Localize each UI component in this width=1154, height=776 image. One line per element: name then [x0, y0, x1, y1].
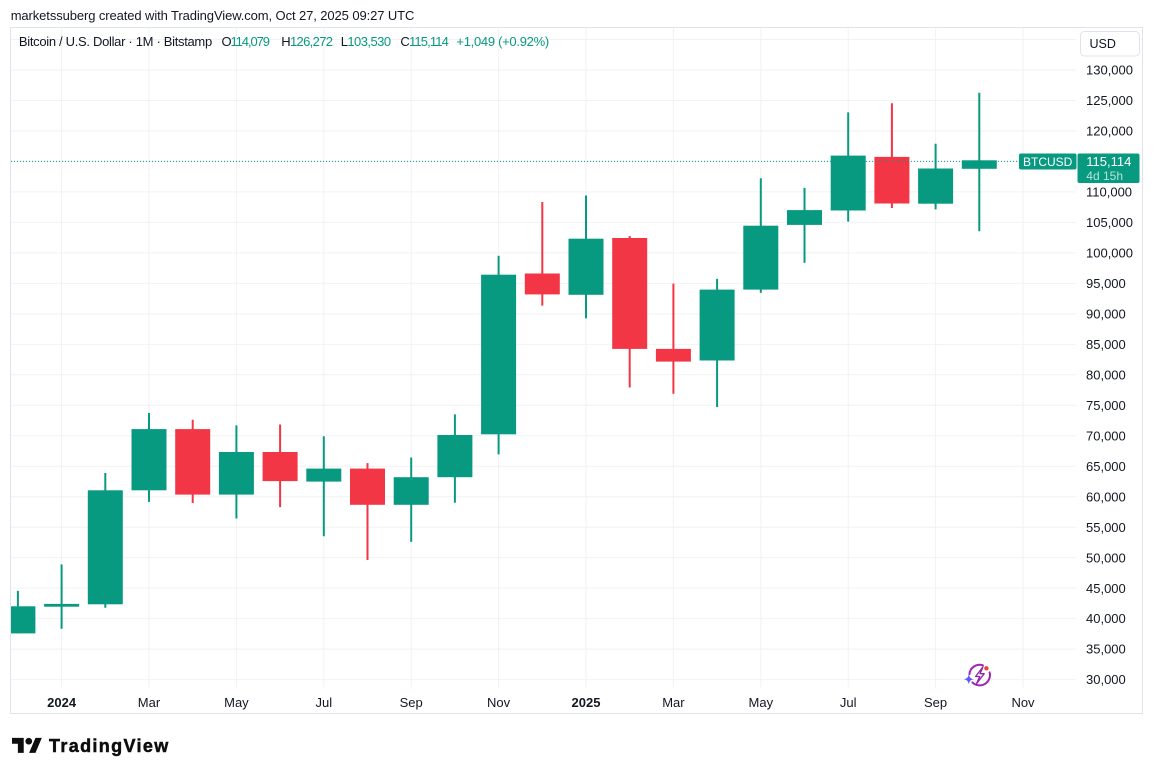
svg-text:Nov: Nov [1011, 695, 1035, 710]
svg-text:2025: 2025 [572, 695, 601, 710]
svg-text:85,000: 85,000 [1086, 337, 1126, 352]
svg-text:60,000: 60,000 [1086, 489, 1126, 504]
svg-text:120,000: 120,000 [1086, 124, 1133, 139]
svg-text:40,000: 40,000 [1086, 611, 1126, 626]
svg-text:125,000: 125,000 [1086, 93, 1133, 108]
svg-text:110,000: 110,000 [1086, 185, 1132, 200]
svg-text:Mar: Mar [138, 695, 161, 710]
svg-text:115,114: 115,114 [1086, 154, 1131, 169]
svg-text:70,000: 70,000 [1086, 428, 1126, 443]
svg-text:Sep: Sep [400, 695, 423, 710]
svg-text:Nov: Nov [487, 695, 511, 710]
svg-text:2024: 2024 [47, 695, 77, 710]
svg-text:30,000: 30,000 [1086, 672, 1126, 687]
svg-text:35,000: 35,000 [1086, 642, 1126, 657]
svg-text:95,000: 95,000 [1086, 276, 1126, 291]
svg-text:USD: USD [1090, 37, 1116, 51]
svg-text:Jul: Jul [840, 695, 857, 710]
svg-text:BTCUSD: BTCUSD [1023, 155, 1073, 169]
svg-text:90,000: 90,000 [1086, 306, 1126, 321]
svg-text:45,000: 45,000 [1086, 581, 1126, 596]
svg-text:80,000: 80,000 [1086, 367, 1126, 382]
svg-text:105,000: 105,000 [1086, 215, 1133, 230]
svg-text:75,000: 75,000 [1086, 398, 1126, 413]
svg-text:May: May [224, 695, 249, 710]
svg-text:130,000: 130,000 [1086, 63, 1133, 78]
svg-text:50,000: 50,000 [1086, 550, 1126, 565]
svg-text:Sep: Sep [924, 695, 947, 710]
svg-text:Jul: Jul [315, 695, 332, 710]
svg-text:4d 15h: 4d 15h [1086, 169, 1123, 183]
svg-text:May: May [749, 695, 774, 710]
svg-text:65,000: 65,000 [1086, 459, 1126, 474]
svg-text:55,000: 55,000 [1086, 520, 1126, 535]
svg-text:Mar: Mar [662, 695, 685, 710]
svg-text:100,000: 100,000 [1086, 245, 1133, 260]
